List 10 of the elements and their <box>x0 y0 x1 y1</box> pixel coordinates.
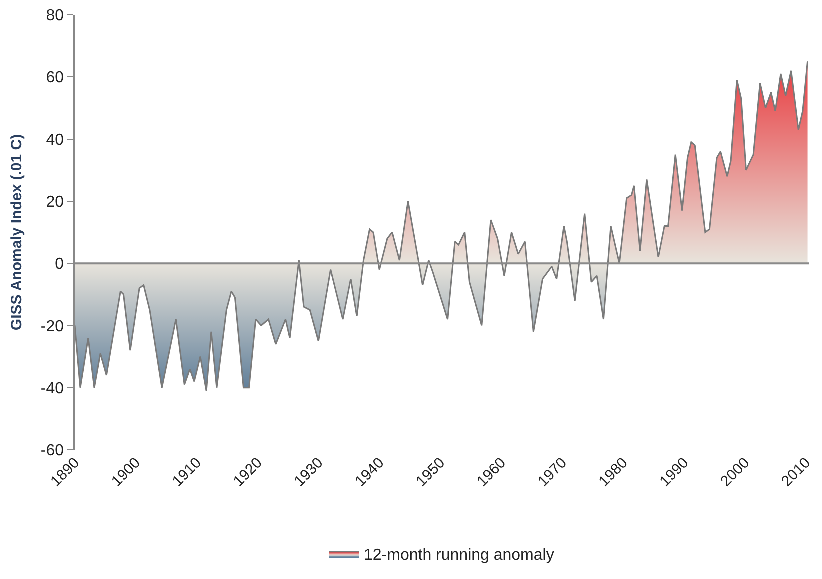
y-axis-title: GISS Anomaly Index (.01 C) <box>8 134 26 331</box>
y-tick-label: -60 <box>40 442 64 460</box>
y-tick-label: -40 <box>40 380 64 398</box>
y-tick-label: 80 <box>46 8 64 25</box>
y-tick-label: 60 <box>46 70 64 87</box>
y-tick-label: 40 <box>46 132 64 149</box>
legend-label: 12-month running anomaly <box>364 547 554 564</box>
y-tick-label: -20 <box>40 318 64 336</box>
y-tick-label: 0 <box>55 256 64 274</box>
y-tick-label: 20 <box>46 194 64 212</box>
